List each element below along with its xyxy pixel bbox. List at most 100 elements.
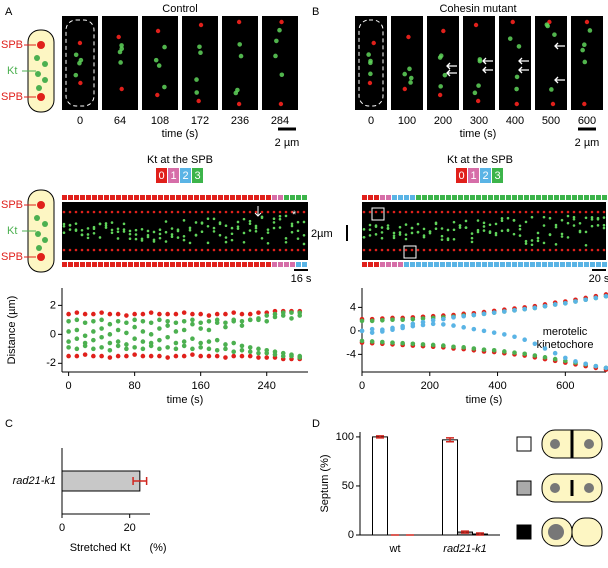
- point: [190, 311, 195, 317]
- state-box: [494, 262, 499, 267]
- spb-signal: [488, 248, 492, 252]
- point: [256, 350, 261, 356]
- spb-signal: [78, 80, 83, 86]
- kt-signal: [362, 228, 366, 231]
- kt-signal: [74, 222, 78, 225]
- state-box: [416, 262, 421, 267]
- state-box: [188, 195, 193, 200]
- spb-signal: [77, 40, 83, 46]
- panel-label: C: [5, 418, 13, 430]
- spb-dot: [37, 201, 45, 209]
- point: [441, 316, 446, 322]
- kt-signal: [194, 234, 198, 237]
- state-box: [386, 195, 391, 200]
- kt-signal: [542, 224, 546, 227]
- kt-signal: [566, 214, 570, 218]
- spb-signal: [582, 101, 587, 107]
- spb-signal: [260, 210, 264, 214]
- kt-signal: [197, 44, 202, 50]
- spb-signal: [284, 248, 288, 252]
- error-bar: [476, 532, 484, 536]
- kt-signal: [73, 72, 79, 78]
- kt-signal: [362, 235, 366, 239]
- state-box: [590, 262, 595, 267]
- spb-signal: [155, 28, 161, 34]
- inset-box: [403, 245, 417, 259]
- kt-signal: [68, 228, 72, 231]
- state-box: [134, 262, 139, 267]
- x-axis-title: Stretched Kt: [70, 542, 131, 554]
- point: [369, 318, 375, 324]
- state-box: [404, 195, 409, 200]
- state-box: [560, 262, 565, 267]
- kt-signal: [230, 232, 234, 236]
- state-box: [86, 195, 91, 200]
- state-box: [104, 262, 109, 267]
- kt-signal: [206, 241, 210, 245]
- time-label: 284: [271, 115, 289, 127]
- spb-signal: [590, 248, 594, 252]
- state-box: [230, 195, 235, 200]
- point: [107, 332, 113, 337]
- point: [173, 320, 179, 326]
- kt-signal: [152, 230, 156, 234]
- time-label: 64: [114, 115, 126, 127]
- point: [593, 363, 599, 369]
- x-tick-label: wt: [389, 543, 401, 555]
- point: [66, 339, 71, 344]
- spb-signal: [266, 248, 270, 252]
- state-box: [536, 195, 541, 200]
- kt-signal: [488, 231, 492, 234]
- state-box: [188, 262, 193, 267]
- kt-signal: [494, 222, 498, 226]
- time-label: 200: [434, 115, 452, 127]
- kt-signal: [98, 222, 102, 226]
- state-box: [116, 195, 121, 200]
- kt-signal: [273, 53, 278, 59]
- spb-signal: [92, 248, 96, 252]
- point: [380, 318, 385, 323]
- kt-signal: [416, 222, 420, 226]
- kt-signal: [584, 230, 588, 234]
- spb-signal: [230, 248, 234, 252]
- kt-signal: [176, 236, 180, 239]
- kt-signal: [254, 229, 258, 233]
- spb-signal: [158, 210, 162, 214]
- point: [124, 353, 129, 359]
- point: [115, 319, 121, 324]
- spb-signal: [524, 210, 528, 214]
- state-box: [158, 195, 163, 200]
- spb-signal: [122, 210, 126, 214]
- point: [157, 317, 162, 323]
- spb-signal: [362, 210, 366, 214]
- spb-signal: [398, 248, 402, 252]
- legend-swatch: [456, 168, 467, 183]
- point: [181, 310, 187, 315]
- spb-signal: [584, 19, 590, 25]
- point: [206, 346, 212, 352]
- point: [451, 323, 456, 328]
- kt-signal: [272, 221, 276, 224]
- state-box: [206, 262, 211, 267]
- spb-signal: [392, 210, 396, 214]
- spb-signal: [74, 248, 78, 252]
- spb-signal: [542, 248, 546, 252]
- kt-signal: [554, 243, 558, 246]
- micrograph: [222, 16, 258, 110]
- y-tick-label: 0: [50, 328, 56, 340]
- point: [173, 340, 179, 346]
- spb-signal: [368, 210, 372, 214]
- point: [239, 319, 245, 324]
- state-box: [476, 262, 481, 267]
- point: [491, 330, 497, 335]
- kt-signal: [62, 225, 66, 228]
- spb-signal: [128, 248, 132, 252]
- point: [280, 313, 286, 318]
- kt-signal: [408, 80, 413, 85]
- legend-label: 2: [482, 170, 488, 182]
- point: [451, 315, 456, 320]
- point: [491, 347, 497, 353]
- point: [91, 329, 96, 334]
- point: [390, 317, 395, 323]
- kt-signal: [572, 215, 576, 219]
